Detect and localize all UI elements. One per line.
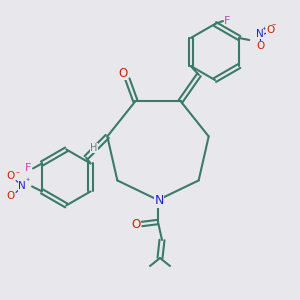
Text: O: O [131, 218, 141, 230]
Text: O: O [6, 171, 14, 182]
Text: N: N [18, 182, 26, 191]
Text: $^+$: $^+$ [260, 25, 267, 34]
Text: $^-$: $^-$ [14, 170, 21, 176]
Text: N: N [256, 29, 264, 39]
Text: $^-$: $^-$ [270, 21, 277, 30]
Text: O: O [119, 67, 128, 80]
Text: O: O [266, 25, 275, 35]
Text: F: F [25, 164, 31, 173]
Text: N: N [154, 194, 164, 208]
Text: H: H [90, 142, 98, 153]
Text: F: F [224, 16, 230, 26]
Text: O: O [256, 41, 264, 51]
Text: $^+$: $^+$ [24, 177, 31, 183]
Text: O: O [6, 191, 14, 201]
